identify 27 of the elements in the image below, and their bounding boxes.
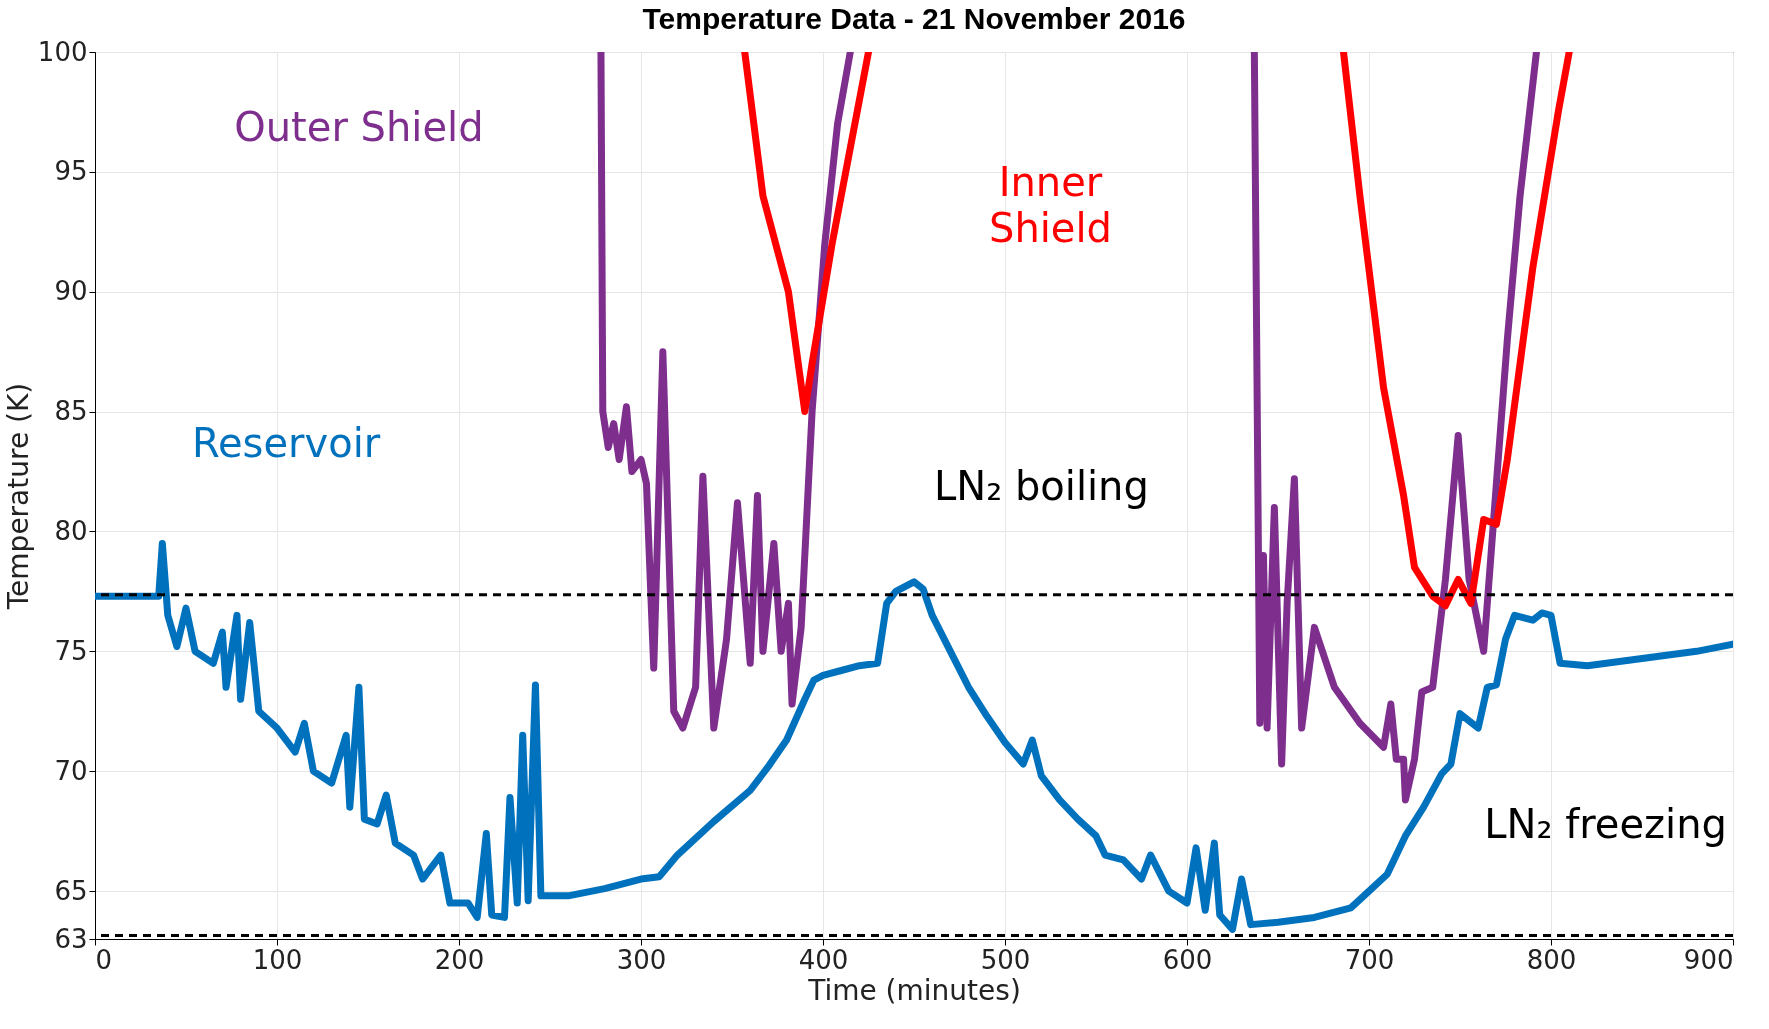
y-tick-label: 65 [54, 875, 88, 906]
y-axis-title: Temperature (K) [1, 382, 35, 611]
x-tick-label: 0 [95, 944, 113, 975]
x-tick-label: 500 [980, 944, 1031, 975]
y-tick-label: 90 [54, 276, 88, 307]
y-tick-label: 95 [54, 156, 88, 187]
text: Inner Shield [989, 158, 1112, 251]
x-tick-label: 400 [798, 944, 849, 975]
y-tick-label: 100 [37, 36, 88, 67]
x-tick-label: 300 [616, 944, 667, 975]
x-tick-label: 100 [252, 944, 303, 975]
x-tick-label: 800 [1526, 944, 1577, 975]
y-tick-label: 63 [54, 923, 88, 954]
text: Outer Shield [234, 103, 484, 150]
ref-line-label: LN₂ boiling [933, 463, 1149, 510]
x-axis-title: Time (minutes) [807, 973, 1021, 1007]
y-tick-label: 80 [54, 515, 88, 546]
x-tick-label: 700 [1344, 944, 1395, 975]
chart-title: Temperature Data - 21 November 2016 [642, 2, 1186, 35]
y-tick-label: 70 [54, 755, 88, 786]
text: Reservoir [192, 420, 381, 467]
ref-line-label: LN₂ freezing [1484, 801, 1727, 848]
y-tick-label: 75 [54, 635, 88, 666]
x-tick-label: 200 [434, 944, 485, 975]
x-tick-label: 900 [1683, 944, 1734, 975]
x-tick-label: 600 [1162, 944, 1213, 975]
y-tick-label: 85 [54, 396, 88, 427]
